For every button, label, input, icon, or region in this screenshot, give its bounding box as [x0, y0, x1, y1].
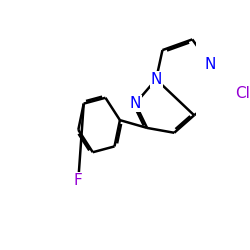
Text: N: N	[130, 96, 141, 111]
Text: Cl: Cl	[235, 86, 250, 101]
Text: N: N	[205, 57, 216, 72]
Text: N: N	[150, 72, 162, 87]
Text: F: F	[74, 173, 83, 188]
